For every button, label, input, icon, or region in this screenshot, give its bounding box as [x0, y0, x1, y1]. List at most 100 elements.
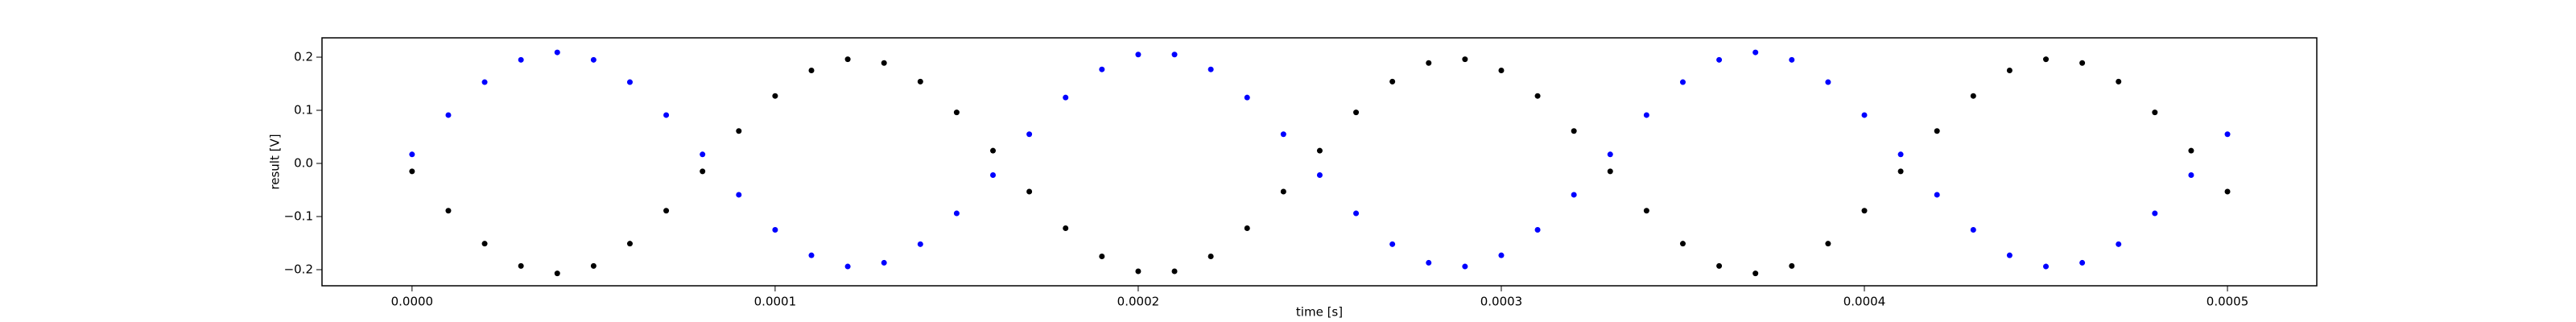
data-point [1752, 270, 1759, 277]
data-point [1643, 208, 1649, 214]
data-point [1389, 241, 1396, 247]
data-point [844, 263, 851, 270]
data-point [1534, 93, 1541, 99]
data-point [1135, 52, 1141, 58]
data-point [1607, 168, 1613, 175]
data-point [917, 241, 923, 247]
data-point [518, 262, 524, 269]
data-point [626, 241, 633, 247]
data-point [1244, 225, 1250, 232]
data-point [1135, 268, 1141, 275]
x-tick-label: 0.0005 [2207, 295, 2249, 309]
data-point [1426, 60, 1432, 66]
data-point [663, 112, 670, 118]
data-point [1897, 168, 1904, 175]
data-point [1462, 263, 1468, 270]
plot-frame [321, 37, 2318, 287]
data-point [1171, 52, 1178, 58]
data-point [1099, 254, 1105, 260]
data-point [808, 68, 815, 74]
data-point [590, 262, 597, 269]
data-point [990, 172, 997, 179]
data-point [1716, 56, 1723, 63]
y-tick-label: −0.1 [284, 209, 313, 224]
data-point [2043, 263, 2050, 270]
data-point [1026, 188, 1033, 195]
data-point [445, 112, 452, 118]
data-point [881, 60, 887, 66]
data-point [2188, 172, 2194, 179]
data-point [1934, 192, 1940, 198]
data-point [700, 168, 706, 175]
data-point [1897, 151, 1904, 158]
data-point [1280, 131, 1286, 138]
data-point [1607, 151, 1613, 158]
data-point [445, 208, 452, 214]
data-point [2079, 259, 2086, 266]
x-tick-label: 0.0000 [391, 295, 434, 309]
data-point [1861, 208, 1868, 214]
data-point [554, 49, 560, 56]
x-axis-label: time [s] [1296, 305, 1343, 320]
data-point [1244, 94, 1250, 101]
data-point [1171, 268, 1178, 275]
data-point [554, 270, 560, 277]
data-point [1426, 259, 1432, 266]
data-point [2152, 109, 2158, 116]
data-point [2224, 131, 2231, 138]
x-tick-label: 0.0003 [1480, 295, 1523, 309]
data-point [1099, 66, 1105, 72]
data-point [409, 168, 415, 175]
data-point [481, 79, 488, 85]
data-point [917, 78, 923, 85]
data-point [1498, 252, 1505, 258]
data-point [2043, 56, 2050, 63]
data-point [1462, 56, 1468, 63]
data-point [772, 227, 778, 233]
data-point [1571, 192, 1577, 198]
data-point [409, 151, 415, 158]
data-point [1534, 227, 1541, 233]
data-point [990, 147, 997, 154]
data-point [772, 93, 778, 99]
data-point [518, 56, 524, 63]
data-point [1389, 78, 1396, 85]
data-point [2116, 78, 2122, 85]
data-point [736, 128, 742, 134]
data-point [590, 56, 597, 63]
data-point [1861, 112, 1868, 118]
data-point [1316, 147, 1323, 154]
data-point [1970, 227, 1976, 233]
data-point [2116, 241, 2122, 247]
y-tick-label: 0.0 [294, 156, 313, 171]
data-point [663, 208, 670, 214]
data-point [2079, 60, 2086, 66]
data-point [2006, 68, 2013, 74]
data-point [844, 56, 851, 63]
x-tick-label: 0.0004 [1843, 295, 1886, 309]
data-point [1353, 109, 1360, 116]
x-tick-label: 0.0002 [1117, 295, 1160, 309]
y-axis-label: result [V] [268, 134, 283, 189]
data-point [1026, 131, 1033, 138]
data-point [1789, 262, 1795, 269]
data-point [1571, 128, 1577, 134]
data-point [1643, 112, 1649, 118]
data-point [1825, 241, 1831, 247]
data-point [1716, 262, 1723, 269]
data-point [881, 259, 887, 266]
data-point [2152, 210, 2158, 217]
data-point [1063, 94, 1069, 101]
data-point [700, 151, 706, 158]
data-point [1208, 254, 1214, 260]
data-point [1063, 225, 1069, 232]
data-point [1679, 79, 1686, 85]
data-point [736, 192, 742, 198]
data-point [1316, 172, 1323, 179]
data-point [1789, 56, 1795, 63]
y-tick-label: 0.1 [294, 103, 313, 118]
data-point [953, 210, 960, 217]
data-point [1970, 93, 1976, 99]
data-point [2224, 188, 2231, 195]
